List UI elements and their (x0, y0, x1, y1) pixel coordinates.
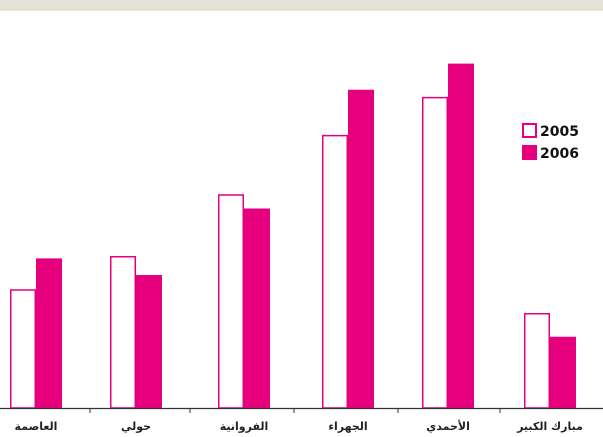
category-label: مبارك الكبير (516, 420, 583, 433)
bar-2005 (110, 256, 136, 409)
x-axis-labels: العاصمة حولي الفروانية الجهراء الأحمدي مبارك … (15, 419, 583, 433)
category-label: حولي (121, 420, 151, 433)
top-band (0, 0, 603, 11)
bar-2006 (136, 275, 162, 408)
bar-2006 (448, 63, 474, 408)
legend-label-2006: 2006 (540, 146, 579, 162)
category-label: العاصمة (15, 420, 58, 433)
bar-2005 (322, 134, 348, 409)
legend-label-2005: 2005 (540, 124, 579, 140)
bar-2006 (36, 258, 62, 408)
x-axis-ticks (89, 408, 501, 413)
bar-2006 (550, 336, 576, 408)
bar-2005 (524, 313, 550, 409)
category-label: الجهراء (328, 420, 367, 433)
legend-swatch-2005 (522, 123, 537, 138)
legend: 2005 2006 (522, 123, 579, 162)
series-2005-bars (10, 96, 550, 409)
category-label: الأحمدي (426, 419, 470, 433)
category-label: الفروانية (220, 420, 269, 433)
bar-2006 (348, 89, 374, 408)
series-2006-bars (36, 63, 576, 408)
bar-2005 (10, 289, 36, 409)
bar-2005 (422, 96, 448, 409)
bar-2005 (218, 194, 244, 409)
legend-swatch-2006 (522, 145, 537, 160)
bar-2006 (244, 208, 270, 408)
